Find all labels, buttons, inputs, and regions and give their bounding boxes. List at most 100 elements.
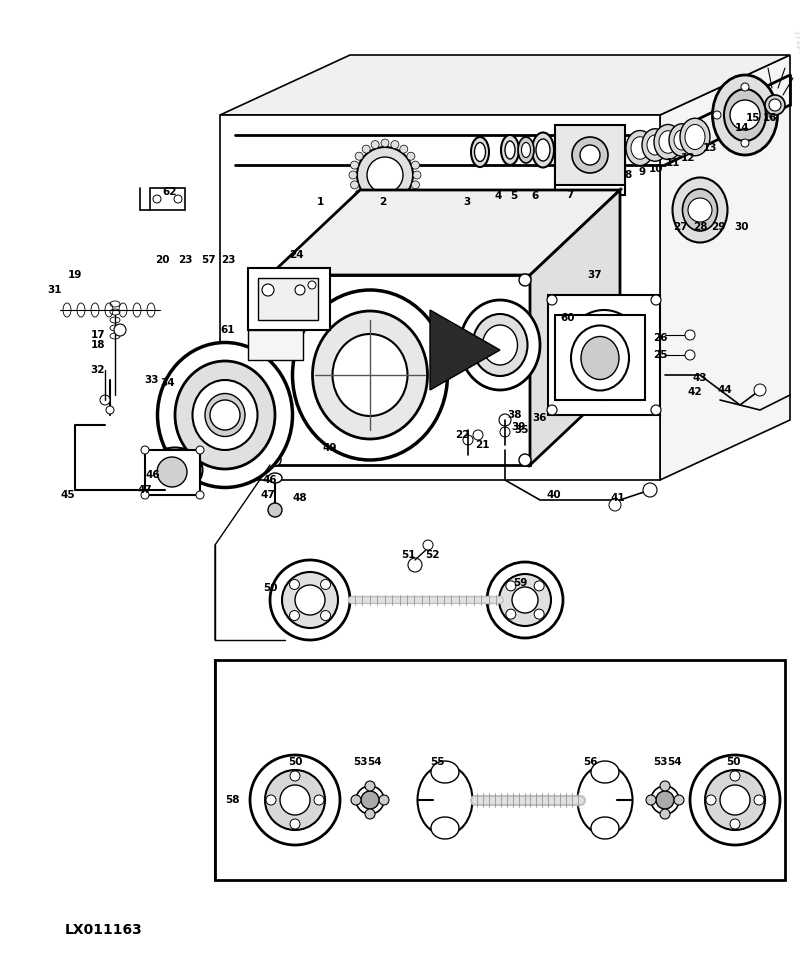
Circle shape bbox=[355, 190, 363, 198]
Text: 57: 57 bbox=[201, 255, 215, 265]
Ellipse shape bbox=[431, 761, 459, 783]
Text: 18: 18 bbox=[90, 340, 106, 350]
Ellipse shape bbox=[313, 311, 427, 439]
Circle shape bbox=[365, 781, 375, 791]
Circle shape bbox=[411, 161, 419, 169]
Text: 32: 32 bbox=[90, 365, 106, 375]
Ellipse shape bbox=[268, 473, 282, 483]
Circle shape bbox=[321, 579, 330, 589]
Ellipse shape bbox=[669, 123, 695, 156]
Text: 771parts.com: 771parts.com bbox=[290, 104, 317, 172]
Circle shape bbox=[391, 201, 399, 209]
Polygon shape bbox=[270, 190, 620, 275]
Ellipse shape bbox=[581, 336, 619, 380]
Text: 40: 40 bbox=[546, 490, 562, 500]
Text: 17: 17 bbox=[90, 330, 106, 340]
Circle shape bbox=[356, 786, 384, 814]
Text: 52: 52 bbox=[425, 550, 439, 560]
Polygon shape bbox=[430, 310, 500, 390]
Ellipse shape bbox=[532, 132, 554, 168]
Text: 28: 28 bbox=[693, 222, 707, 232]
Text: 3: 3 bbox=[463, 197, 470, 207]
Text: 4: 4 bbox=[494, 191, 502, 201]
Circle shape bbox=[290, 610, 299, 621]
Circle shape bbox=[534, 581, 544, 591]
Text: 14: 14 bbox=[734, 123, 750, 133]
Circle shape bbox=[643, 483, 657, 497]
Circle shape bbox=[362, 146, 370, 153]
Circle shape bbox=[487, 562, 563, 638]
Text: 49: 49 bbox=[322, 443, 338, 453]
Text: 62: 62 bbox=[162, 187, 178, 197]
Text: 771parts.com: 771parts.com bbox=[790, 29, 800, 87]
Ellipse shape bbox=[642, 129, 668, 161]
Circle shape bbox=[400, 197, 408, 205]
Ellipse shape bbox=[673, 177, 727, 243]
Ellipse shape bbox=[518, 137, 534, 163]
Ellipse shape bbox=[193, 380, 258, 450]
Ellipse shape bbox=[578, 765, 633, 835]
Circle shape bbox=[295, 285, 305, 295]
Circle shape bbox=[706, 795, 716, 805]
Circle shape bbox=[350, 181, 358, 189]
Circle shape bbox=[381, 203, 389, 211]
Circle shape bbox=[407, 190, 415, 198]
Circle shape bbox=[381, 139, 389, 147]
Text: 48: 48 bbox=[293, 493, 307, 503]
Polygon shape bbox=[270, 275, 530, 465]
Circle shape bbox=[365, 809, 375, 819]
Circle shape bbox=[290, 819, 300, 829]
Ellipse shape bbox=[536, 139, 550, 161]
Text: 35: 35 bbox=[514, 425, 530, 435]
Text: 33: 33 bbox=[145, 375, 159, 385]
Bar bbox=[145, 450, 200, 495]
Text: 45: 45 bbox=[61, 490, 75, 500]
Ellipse shape bbox=[175, 361, 275, 469]
Ellipse shape bbox=[482, 325, 518, 365]
Polygon shape bbox=[530, 190, 620, 465]
Text: 1: 1 bbox=[316, 197, 324, 207]
Circle shape bbox=[262, 284, 274, 296]
Text: 43: 43 bbox=[693, 373, 707, 383]
Text: 55: 55 bbox=[430, 757, 444, 767]
Circle shape bbox=[295, 585, 325, 615]
Circle shape bbox=[519, 274, 531, 286]
Polygon shape bbox=[555, 315, 645, 400]
Circle shape bbox=[141, 491, 149, 499]
Circle shape bbox=[265, 770, 325, 830]
Text: 21: 21 bbox=[474, 440, 490, 450]
Ellipse shape bbox=[418, 765, 473, 835]
Text: 31: 31 bbox=[48, 285, 62, 295]
Circle shape bbox=[371, 201, 379, 209]
Ellipse shape bbox=[431, 817, 459, 839]
Circle shape bbox=[153, 195, 161, 203]
Text: 9: 9 bbox=[638, 167, 646, 177]
Text: 53: 53 bbox=[653, 757, 667, 767]
Circle shape bbox=[512, 587, 538, 613]
Circle shape bbox=[308, 281, 316, 289]
Ellipse shape bbox=[156, 455, 194, 485]
Circle shape bbox=[660, 809, 670, 819]
Ellipse shape bbox=[765, 95, 785, 115]
Ellipse shape bbox=[659, 131, 677, 153]
Ellipse shape bbox=[724, 89, 766, 141]
Ellipse shape bbox=[564, 310, 644, 400]
Circle shape bbox=[499, 574, 551, 626]
Text: 60: 60 bbox=[561, 313, 575, 323]
Circle shape bbox=[741, 83, 749, 91]
Circle shape bbox=[321, 610, 330, 621]
Text: 58: 58 bbox=[225, 795, 239, 805]
Circle shape bbox=[367, 157, 403, 193]
Text: 13: 13 bbox=[702, 143, 718, 153]
Circle shape bbox=[269, 274, 281, 286]
Circle shape bbox=[646, 795, 656, 805]
Text: 56: 56 bbox=[582, 757, 598, 767]
Text: 16: 16 bbox=[762, 113, 778, 123]
Circle shape bbox=[463, 435, 473, 445]
Circle shape bbox=[371, 141, 379, 148]
Ellipse shape bbox=[685, 124, 705, 149]
Text: 54: 54 bbox=[368, 757, 382, 767]
Circle shape bbox=[413, 171, 421, 179]
Ellipse shape bbox=[158, 342, 293, 488]
Bar bbox=[215, 660, 785, 880]
